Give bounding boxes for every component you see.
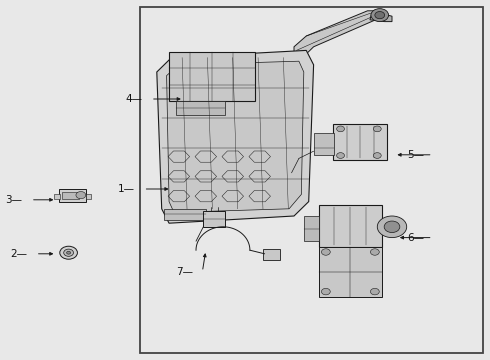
Bar <box>63 252 67 253</box>
Circle shape <box>60 246 77 259</box>
Bar <box>314 133 334 155</box>
Circle shape <box>375 12 385 19</box>
Polygon shape <box>59 189 86 202</box>
Polygon shape <box>263 249 280 260</box>
Circle shape <box>370 288 379 295</box>
Circle shape <box>337 126 344 132</box>
Circle shape <box>373 153 381 158</box>
Text: 2—: 2— <box>10 249 27 259</box>
Bar <box>140 7 483 353</box>
Circle shape <box>370 249 379 255</box>
Circle shape <box>373 126 381 132</box>
Polygon shape <box>169 52 255 101</box>
Polygon shape <box>167 61 304 212</box>
Circle shape <box>384 221 400 233</box>
Bar <box>304 216 319 241</box>
Circle shape <box>337 153 344 158</box>
Polygon shape <box>370 14 392 22</box>
Circle shape <box>377 216 407 238</box>
Bar <box>86 194 91 199</box>
Text: 4—: 4— <box>125 94 142 104</box>
Polygon shape <box>318 247 382 297</box>
Text: 1—: 1— <box>118 184 135 194</box>
Circle shape <box>76 192 86 199</box>
Circle shape <box>321 249 330 255</box>
Bar <box>54 194 60 199</box>
Polygon shape <box>294 11 380 54</box>
Text: 7—: 7— <box>176 267 194 277</box>
Polygon shape <box>318 205 382 247</box>
Text: 3—: 3— <box>5 195 22 205</box>
Polygon shape <box>333 124 387 160</box>
Polygon shape <box>176 101 225 115</box>
Polygon shape <box>164 209 206 220</box>
Polygon shape <box>157 50 314 223</box>
Text: 6—: 6— <box>407 233 424 243</box>
Circle shape <box>321 288 330 295</box>
Polygon shape <box>203 211 225 227</box>
Circle shape <box>64 249 74 256</box>
Circle shape <box>371 9 389 22</box>
Circle shape <box>67 251 71 254</box>
Bar <box>62 192 79 199</box>
Text: 5—: 5— <box>407 150 424 160</box>
